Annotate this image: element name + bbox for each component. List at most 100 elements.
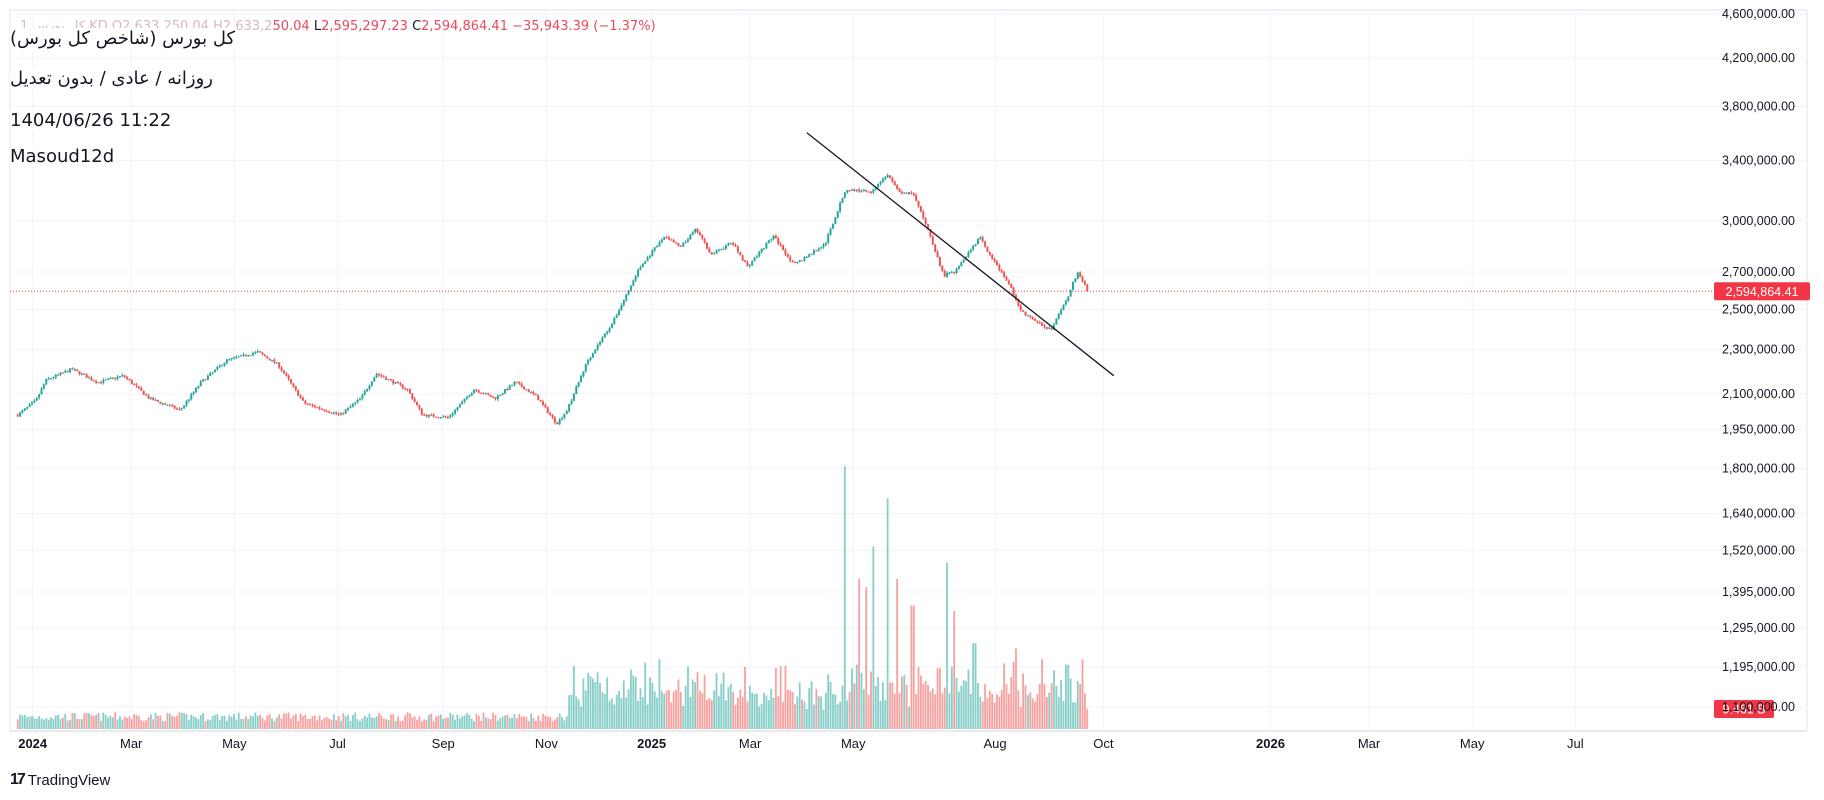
candle [703, 238, 706, 243]
volume-label: 9.461 B [1722, 703, 1765, 717]
volume-bar [955, 678, 958, 729]
volume-bar [102, 712, 105, 729]
candle [190, 394, 193, 400]
volume-bar [1038, 684, 1041, 729]
price-axis[interactable]: 4,600,000.00 4,200,000.00 3,800,000.00 3,40… [1722, 7, 1795, 714]
volume-bar [152, 719, 155, 729]
price-tick-label: 1,520,000.00 [1722, 543, 1795, 557]
volume-bar [473, 721, 475, 729]
candle [273, 359, 276, 363]
volume-bar [147, 717, 150, 729]
candle [171, 405, 174, 407]
candle [969, 249, 972, 252]
candle [159, 401, 162, 404]
candle [492, 396, 495, 398]
price-tick-label: 2,300,000.00 [1722, 343, 1795, 357]
candle [625, 294, 628, 301]
volume-bar [337, 716, 340, 729]
candle [1043, 325, 1046, 328]
candle [406, 388, 409, 390]
volume-bar [1081, 659, 1084, 729]
volume-bar [135, 715, 138, 729]
candle [435, 416, 438, 418]
candle [313, 405, 316, 408]
candle [118, 376, 121, 378]
volume-bar [523, 716, 525, 729]
volume-bar [461, 716, 464, 729]
volume-bar [860, 672, 863, 729]
candle [282, 370, 285, 374]
candle [594, 349, 597, 354]
volume-bar [843, 466, 846, 729]
candle [311, 404, 314, 406]
candle [784, 250, 787, 255]
candle [736, 246, 739, 253]
volume-bar [934, 694, 937, 729]
volume-bar [599, 683, 601, 729]
volume-bar [1041, 659, 1044, 729]
candle [449, 415, 452, 418]
candle [1067, 296, 1070, 301]
volume-bar [504, 715, 506, 729]
volume-bar [92, 716, 95, 729]
volume-bar [546, 716, 549, 729]
candle [1064, 300, 1067, 305]
candle [551, 414, 554, 418]
volume-bar [953, 610, 956, 729]
volume-bar [342, 713, 345, 729]
volume-bar [126, 718, 128, 729]
volume-bar [1043, 684, 1046, 729]
candle [470, 393, 473, 396]
volume-bar [50, 717, 52, 729]
candle [432, 414, 435, 417]
candle [111, 377, 114, 379]
candle [166, 404, 169, 406]
time-axis[interactable]: 2024 Mar May Jul Sep Nov 2025 Mar May Aug Oct 2026 M… [18, 736, 1584, 751]
volume-bar [891, 682, 894, 729]
volume-bar [78, 719, 81, 729]
candle [1033, 319, 1036, 321]
candle [786, 254, 789, 257]
volume-bar [192, 716, 195, 729]
candle [477, 390, 480, 393]
volume-bar [157, 715, 159, 729]
candle [869, 191, 872, 193]
candle [187, 399, 190, 402]
volume-bar [881, 682, 884, 729]
candle [306, 403, 309, 405]
volume-bar [870, 671, 872, 729]
volume-bar [237, 712, 240, 729]
candle [1045, 327, 1048, 329]
volume-bar [791, 691, 794, 729]
candle [116, 376, 119, 379]
volume-bar [268, 713, 271, 729]
volume-bar [59, 719, 62, 729]
candle [1083, 281, 1086, 285]
time-tick-label: Mar [120, 736, 143, 751]
candle [1010, 283, 1013, 288]
volume-bar [437, 715, 440, 729]
volume-bar [900, 676, 903, 729]
candle [114, 377, 117, 379]
candle [596, 344, 599, 350]
time-tick-label: 2024 [18, 736, 48, 751]
volume-bar [822, 709, 825, 729]
candle [59, 372, 62, 375]
candle [751, 261, 754, 266]
candle [967, 251, 970, 257]
volume-bar [813, 704, 815, 729]
volume-bar [912, 605, 915, 729]
price-tick-label: 1,100,000.00 [1722, 700, 1795, 714]
volume-bar [332, 714, 335, 729]
candle [468, 395, 471, 397]
candle [1022, 310, 1025, 312]
last-price-label-bg [1714, 282, 1810, 301]
tradingview-brand[interactable]: 17 TradingView [10, 771, 110, 789]
candle [249, 355, 252, 357]
volume-bar [116, 719, 119, 729]
candle [777, 238, 780, 244]
candle [993, 259, 996, 262]
candle [309, 404, 312, 406]
volume-bar [1069, 678, 1072, 729]
